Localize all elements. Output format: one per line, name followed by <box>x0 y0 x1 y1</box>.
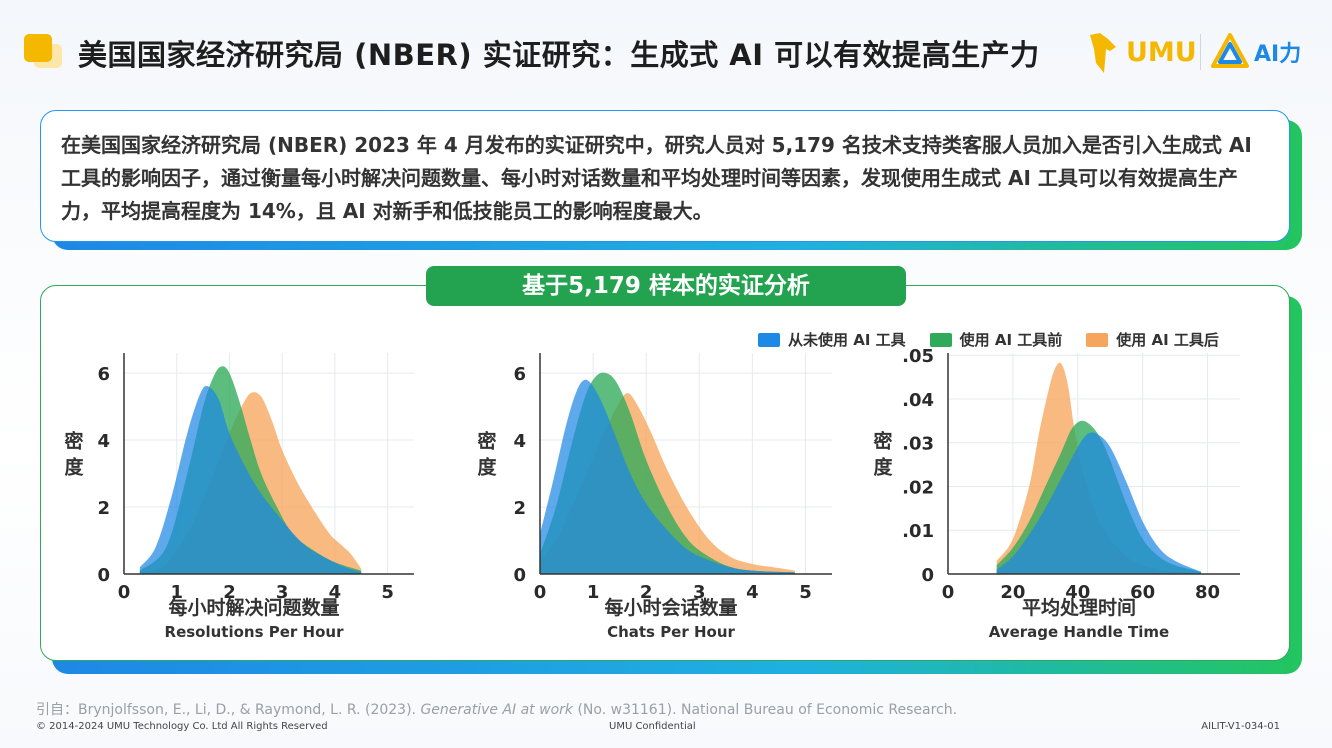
footer-copyright: © 2014-2024 UMU Technology Co. Ltd All R… <box>36 721 328 732</box>
legend-label-before: 使用 AI 工具前 <box>959 331 1063 349</box>
x-tick-label: 5 <box>381 582 394 603</box>
x-axis-label: 每小时会话数量 <box>604 596 737 619</box>
legend-item-before: 使用 AI 工具前 <box>929 329 1063 350</box>
x-axis-label-en: Resolutions Per Hour <box>165 623 345 641</box>
x-tick-label: 40 <box>1065 582 1090 603</box>
ai-logo-text: AI力 <box>1254 42 1302 67</box>
x-tick-label: 60 <box>1130 582 1155 603</box>
legend-swatch-never <box>758 332 780 347</box>
x-tick-label: 4 <box>746 582 759 603</box>
y-tick-label: .03 <box>902 434 934 455</box>
y-tick-label: 6 <box>97 364 110 385</box>
legend-item-after: 使用 AI 工具后 <box>1086 329 1219 350</box>
x-tick-label: 5 <box>799 582 812 603</box>
y-tick-label: 2 <box>97 498 110 519</box>
citation-prefix: 引自：Bryn­jolfsson, E., Li, D., & Raymond,… <box>36 702 421 718</box>
legend-swatch-before <box>929 332 952 347</box>
umu-logo-text: UMU <box>1126 36 1197 68</box>
chart-legend: 从未使用 AI 工具 使用 AI 工具前 使用 AI 工具后 <box>758 329 1219 350</box>
x-tick-label: 0 <box>534 582 547 603</box>
y-tick-label: 0 <box>921 565 934 586</box>
y-axis-label: 密 <box>873 430 892 453</box>
page-title: 美国国家经济研究局 (NBER) 实证研究：生成式 AI 可以有效提高生产力 <box>78 38 1040 72</box>
y-tick-label: .01 <box>902 521 934 542</box>
legend-swatch-after <box>1086 332 1109 347</box>
logo-divider <box>1200 34 1201 70</box>
x-tick-label: 3 <box>693 582 706 603</box>
y-tick-label: .04 <box>902 390 934 411</box>
y-axis-label: 度 <box>873 456 893 479</box>
y-tick-label: 0 <box>513 565 526 586</box>
y-tick-label: 6 <box>513 364 526 385</box>
ai-logo: AI力 <box>1210 28 1301 76</box>
legend-label-after: 使用 AI 工具后 <box>1116 331 1219 349</box>
citation-work: Generative AI at work <box>420 702 574 718</box>
y-tick-label: .05 <box>902 346 934 367</box>
y-axis-label: 度 <box>477 456 497 479</box>
ai-triangle-icon <box>1211 33 1249 68</box>
y-tick-label: 2 <box>513 498 526 519</box>
x-tick-label: 2 <box>223 582 236 603</box>
x-axis-label: 平均处理时间 <box>1022 596 1136 619</box>
footer-code: AILIT-V1-034-01 <box>1201 721 1280 732</box>
y-tick-label: 4 <box>513 431 526 452</box>
x-tick-label: 1 <box>170 582 183 603</box>
x-axis-label-en: Chats Per Hour <box>607 623 735 641</box>
x-tick-label: 20 <box>1000 582 1025 603</box>
y-tick-label: 0 <box>97 565 110 586</box>
footer-confidential: UMU Confidential <box>609 721 696 732</box>
x-tick-label: 3 <box>276 582 289 603</box>
x-tick-label: 0 <box>942 582 955 603</box>
legend-label-never: 从未使用 AI 工具 <box>788 331 906 349</box>
x-axis-label: 每小时解决问题数量 <box>168 596 339 619</box>
density-area-never <box>540 379 795 574</box>
x-tick-label: 1 <box>587 582 600 603</box>
density-area-never <box>139 385 362 574</box>
umu-horse-icon <box>1090 33 1116 73</box>
title-bullet-icon <box>24 34 62 68</box>
citation-suffix: (No. w31161). National Bureau of Economi… <box>573 702 958 718</box>
umu-logo: UMU <box>1086 28 1197 76</box>
x-tick-label: 0 <box>118 582 131 603</box>
x-axis-label-en: Average Handle Time <box>989 623 1169 641</box>
x-tick-label: 4 <box>329 582 342 603</box>
y-axis-label: 密 <box>64 430 83 453</box>
x-tick-label: 2 <box>640 582 653 603</box>
x-tick-label: 80 <box>1195 582 1220 603</box>
y-axis-label: 密 <box>477 430 496 453</box>
y-tick-label: .02 <box>902 477 934 498</box>
y-tick-label: 4 <box>97 431 110 452</box>
citation: 引自：Bryn­jolfsson, E., Li, D., & Raymond,… <box>36 699 957 719</box>
legend-item-never: 从未使用 AI 工具 <box>758 329 906 350</box>
density-area-never <box>996 432 1202 574</box>
intro-text: 在美国国家经济研究局 (NBER) 2023 年 4 月发布的实证研究中，研究人… <box>40 110 1290 242</box>
y-axis-label: 度 <box>64 456 84 479</box>
section-title: 基于5,179 样本的实证分析 <box>426 266 906 306</box>
